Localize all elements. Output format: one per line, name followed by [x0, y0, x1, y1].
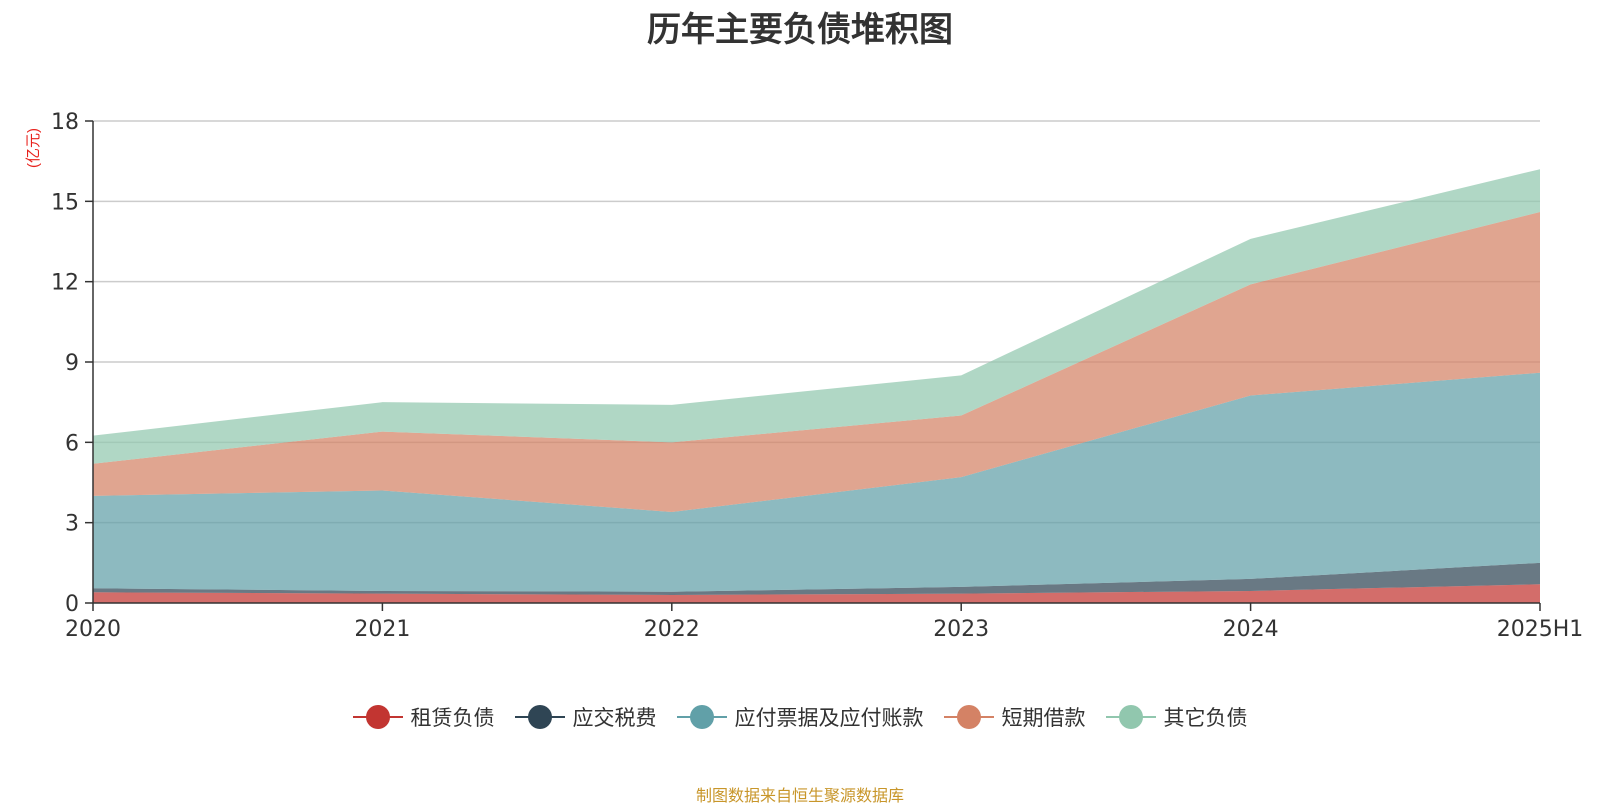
area-series-5	[93, 169, 1540, 464]
legend-item[interactable]: 应付票据及应付账款	[676, 702, 924, 732]
y-tick-label: 18	[51, 110, 79, 135]
legend-item[interactable]: 短期借款	[943, 702, 1086, 732]
axis-layer: 0 3 6 9 12 15 18 2020 2021 2022 2023 2024 2025H1	[51, 110, 1583, 642]
y-tick-label: 9	[65, 351, 79, 376]
legend-marker-icon	[514, 705, 565, 729]
legend-marker-icon	[943, 705, 994, 729]
y-tick-label: 3	[65, 512, 79, 537]
y-tick-label: 6	[65, 431, 79, 456]
x-tick-label: 2025H1	[1497, 617, 1584, 642]
legend-label: 其它负债	[1163, 706, 1248, 730]
area-series-4	[93, 212, 1540, 512]
x-tick-label: 2021	[354, 617, 410, 642]
y-tick-label: 0	[65, 592, 79, 617]
legend-marker-icon	[676, 705, 727, 729]
legend-marker-icon	[1105, 705, 1156, 729]
chart-title: 历年主要负债堆积图	[647, 10, 953, 50]
legend-marker-icon	[352, 705, 403, 729]
legend-label: 应交税费	[572, 706, 657, 730]
area-series-3	[93, 372, 1540, 592]
legend-label: 应付票据及应付账款	[734, 706, 924, 730]
y-tick-label: 15	[51, 190, 79, 215]
legend: 租赁负债 应交税费 应付票据及应付账款 短期借款 其它负债	[0, 702, 1600, 732]
legend-item[interactable]: 租赁负债	[352, 702, 495, 732]
x-tick-label: 2020	[65, 617, 121, 642]
area-layer	[93, 169, 1540, 603]
y-axis-unit-label: (亿元)	[25, 128, 42, 168]
legend-item[interactable]: 应交税费	[514, 702, 657, 732]
source-note: 制图数据来自恒生聚源数据库	[695, 786, 904, 805]
area-series-1	[93, 584, 1540, 603]
legend-label: 租赁负债	[410, 706, 495, 730]
legend-label: 短期借款	[1001, 706, 1086, 730]
legend-item[interactable]: 其它负债	[1105, 702, 1248, 732]
x-tick-label: 2024	[1223, 617, 1279, 642]
x-tick-label: 2022	[644, 617, 700, 642]
x-tick-label: 2023	[933, 617, 989, 642]
y-tick-label: 12	[51, 271, 79, 296]
area-series-2	[93, 562, 1540, 595]
